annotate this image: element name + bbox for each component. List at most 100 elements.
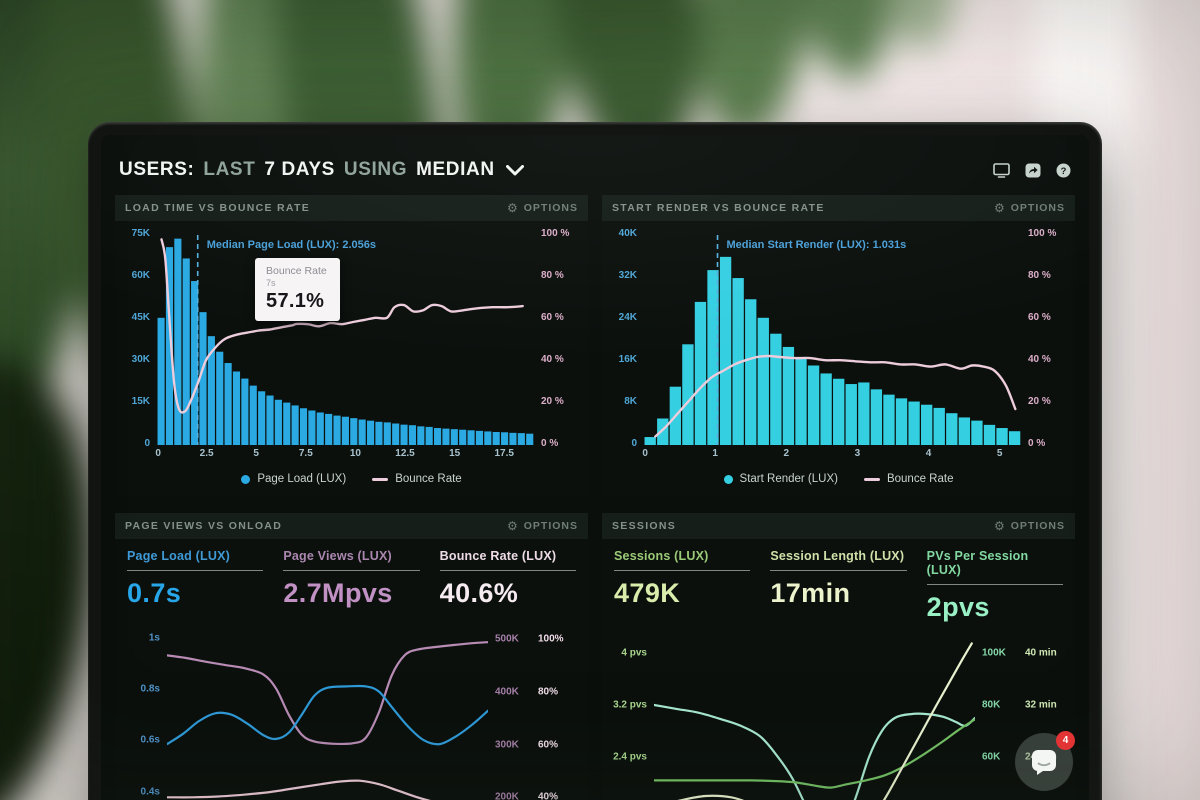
panel-header: START RENDER VS BOUNCE RATE ⚙︎ OPTIONS bbox=[602, 195, 1075, 221]
panel-grid: LOAD TIME VS BOUNCE RATE ⚙︎ OPTIONS 75K 60… bbox=[101, 195, 1089, 800]
metric-session-length: Session Length (LUX) 17min bbox=[770, 549, 907, 623]
bounce-rate-line bbox=[655, 356, 1015, 437]
axis-tick-label: 60 % bbox=[1028, 312, 1051, 323]
axis-tick-label: 100% bbox=[538, 633, 564, 645]
axis-tick-label: 75K bbox=[131, 228, 150, 239]
axis-tick-label: 40% bbox=[538, 791, 559, 800]
axis-tick-label: 15 bbox=[449, 448, 461, 459]
axis-tick-label: 0 bbox=[642, 448, 648, 459]
series-line-page-load-lux- bbox=[167, 686, 488, 744]
header-segment: USERS: bbox=[119, 159, 195, 180]
axis-tick-label: 20 % bbox=[541, 396, 564, 407]
chart-legend: Start Render (LUX) Bounce Rate bbox=[602, 467, 1075, 497]
chart-plot[interactable]: Median Page Load (LUX): 2.056s Bounce Ra… bbox=[155, 233, 534, 459]
panel-header: LOAD TIME VS BOUNCE RATE ⚙︎ OPTIONS bbox=[115, 195, 588, 221]
axis-tick-label: 15K bbox=[131, 396, 150, 407]
axis-tick-row: 200K 40% bbox=[495, 792, 558, 800]
axis-tick-label: 80K bbox=[982, 699, 1001, 711]
axis-tick-label: 3.2 pvs bbox=[613, 699, 647, 711]
axis-tick-row: 80K 32 min bbox=[982, 699, 1057, 710]
axis-tick-label: 4 pvs bbox=[621, 647, 647, 659]
svg-text:?: ? bbox=[1061, 166, 1067, 177]
y-axis-left: 75K 60K 45K 30K 15K 0 bbox=[121, 229, 157, 449]
y-axis-right: 500K 100% 400K 80% 300K 60% 200K 40% bbox=[488, 621, 580, 800]
header-segment: USING bbox=[343, 159, 408, 180]
options-button[interactable]: ⚙︎ OPTIONS bbox=[506, 519, 578, 533]
histogram-bars bbox=[157, 238, 534, 445]
y-axis-right: 100 % 80 % 60 % 40 % 20 % 0 % bbox=[1021, 229, 1067, 449]
axis-tick-label: 32K bbox=[618, 270, 637, 281]
metric-row: Sessions (LUX) 479K Session Length (LUX)… bbox=[602, 539, 1075, 623]
axis-tick-label: 300K bbox=[495, 739, 519, 751]
chart-area: 40K 32K 24K 16K 8K 0 Median Start Render (LUX… bbox=[602, 221, 1075, 460]
display-icon[interactable] bbox=[993, 162, 1010, 178]
gear-icon: ⚙︎ bbox=[993, 519, 1006, 533]
chart-plot[interactable] bbox=[167, 621, 488, 800]
x-axis: 0 1 2 3 4 5 bbox=[642, 448, 1021, 462]
axis-tick-label: 2.5 bbox=[199, 448, 214, 459]
chevron-down-icon[interactable] bbox=[505, 163, 524, 181]
bounce-rate-line bbox=[161, 239, 522, 412]
axis-tick-label: 30K bbox=[131, 354, 150, 365]
panel-title: PAGE VIEWS VS ONLOAD bbox=[125, 520, 283, 532]
axis-tick-label: 0.6s bbox=[140, 734, 160, 746]
metric-page-views: Page Views (LUX) 2.7Mpvs bbox=[283, 549, 420, 609]
axis-tick-label: 0.4s bbox=[140, 786, 160, 797]
axis-tick-label: 7.5 bbox=[298, 448, 313, 459]
axis-tick-label: 100 % bbox=[1028, 228, 1057, 239]
help-icon[interactable]: ? bbox=[1056, 163, 1071, 178]
chart-plot[interactable]: Median Start Render (LUX): 1.031s 0 1 2 3 4 5 bbox=[642, 233, 1021, 459]
axis-tick-label: 1s bbox=[148, 632, 160, 644]
axis-tick-label: 0 bbox=[144, 438, 150, 449]
panel-title: START RENDER VS BOUNCE RATE bbox=[612, 202, 825, 214]
gear-icon: ⚙︎ bbox=[506, 519, 519, 533]
chart-plot[interactable] bbox=[654, 635, 975, 800]
options-button[interactable]: ⚙︎ OPTIONS bbox=[993, 519, 1065, 533]
axis-tick-label: 100 % bbox=[541, 228, 570, 239]
chat-widget-button[interactable]: 4 bbox=[1015, 731, 1075, 791]
axis-tick-label: 2 bbox=[783, 448, 790, 459]
gear-icon: ⚙︎ bbox=[506, 201, 519, 215]
axis-tick-label: 400K bbox=[495, 686, 519, 698]
axis-tick-label: 40 min bbox=[1025, 647, 1057, 659]
panel-load-time: LOAD TIME VS BOUNCE RATE ⚙︎ OPTIONS 75K 60… bbox=[115, 195, 588, 497]
axis-tick-label: 0 % bbox=[1028, 438, 1046, 449]
axis-tick-label: 100K bbox=[982, 647, 1006, 659]
axis-tick-label: 0.8s bbox=[140, 683, 160, 695]
axis-tick-label: 0 bbox=[155, 448, 161, 459]
axis-tick-label: 40K bbox=[618, 228, 637, 239]
metric-sessions: Sessions (LUX) 479K bbox=[614, 549, 751, 623]
gear-icon: ⚙︎ bbox=[993, 201, 1006, 215]
axis-tick-label: 40 % bbox=[541, 354, 564, 365]
share-icon[interactable] bbox=[1025, 163, 1041, 178]
axis-tick-label: 3 bbox=[854, 448, 861, 459]
header-icons: ? bbox=[993, 162, 1071, 178]
panel-title: LOAD TIME VS BOUNCE RATE bbox=[125, 202, 311, 214]
axis-tick-label: 60K bbox=[982, 751, 1001, 763]
axis-tick-label: 0 % bbox=[541, 438, 559, 449]
dashboard-header: USERS: LAST 7 DAYS USING MEDIAN ? bbox=[101, 135, 1089, 195]
laptop: USERS: LAST 7 DAYS USING MEDIAN ? bbox=[88, 122, 1102, 800]
legend-dot-icon bbox=[723, 474, 733, 484]
axis-tick-label: 1 bbox=[712, 448, 718, 459]
legend-line-icon bbox=[863, 477, 880, 481]
options-button[interactable]: ⚙︎ OPTIONS bbox=[506, 201, 578, 215]
axis-tick-row: 100K 40 min bbox=[982, 647, 1057, 658]
y-axis-left: 1s 0.8s 0.6s 0.4s bbox=[121, 621, 167, 800]
panel-start-render: START RENDER VS BOUNCE RATE ⚙︎ OPTIONS 40… bbox=[602, 195, 1075, 497]
notification-badge: 4 bbox=[1056, 731, 1075, 750]
axis-tick-label: 20 % bbox=[1028, 396, 1051, 407]
x-axis: 0 2.5 5 7.5 10 12.5 15 17.5 bbox=[155, 448, 534, 462]
options-button[interactable]: ⚙︎ OPTIONS bbox=[993, 201, 1065, 215]
metric-page-load: Page Load (LUX) 0.7s bbox=[127, 549, 264, 609]
series-line-bounce-rate-lux- bbox=[167, 781, 488, 800]
axis-tick-label: 10 bbox=[349, 448, 361, 459]
y-axis-right: 100 % 80 % 60 % 40 % 20 % 0 % bbox=[534, 229, 580, 449]
axis-tick-label: 40 % bbox=[1028, 354, 1051, 365]
legend-dot-icon bbox=[241, 474, 251, 484]
axis-tick-label: 32 min bbox=[1025, 699, 1057, 711]
axis-tick-label: 12.5 bbox=[395, 448, 415, 459]
panel-page-views: PAGE VIEWS VS ONLOAD ⚙︎ OPTIONS Page Load… bbox=[115, 513, 588, 800]
